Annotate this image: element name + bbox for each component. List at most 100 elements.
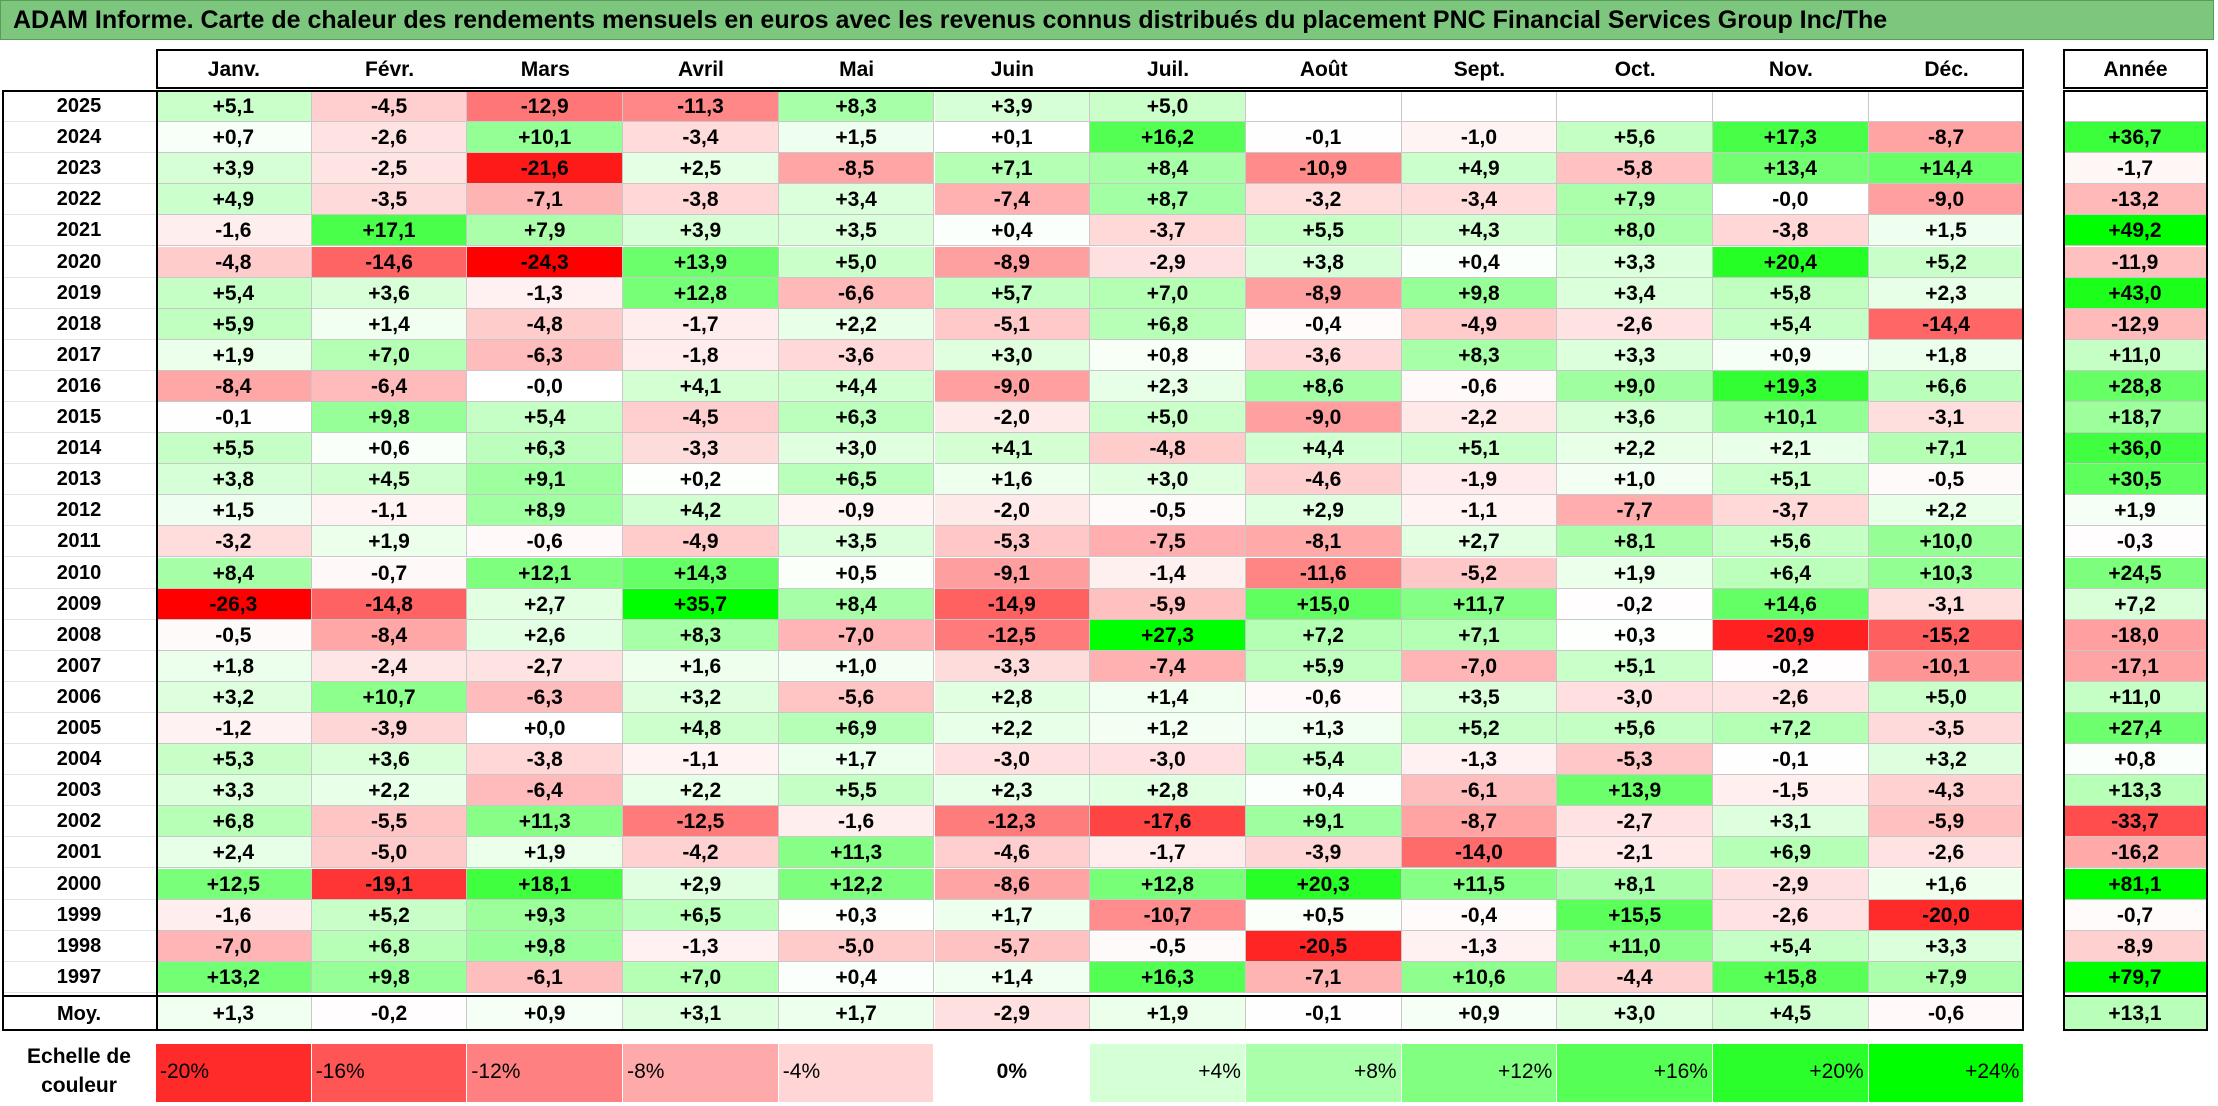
heatmap-cell: +6,5 [778,464,935,496]
heatmap-cell: +4,8 [623,713,779,745]
heatmap-cell: -1,0 [1401,122,1558,154]
heatmap-cell: -8,7 [1401,806,1558,838]
heatmap-cell: -24,3 [467,246,624,278]
year-label: 2015 [2,402,156,434]
color-scale-label: Echelle de couleur [2,1042,156,1100]
year-label: 1999 [2,900,156,931]
year-label: 2013 [2,464,156,496]
heatmap-cell: -1,1 [1401,495,1558,527]
year-label: 2001 [2,837,156,869]
heatmap-cell: +12,8 [1090,868,1246,900]
heatmap-cell [1868,91,2025,123]
year-label: 2025 [2,91,156,123]
heatmap-cell: -6,1 [467,961,624,993]
heatmap-cell: -5,3 [1557,744,1713,776]
year-label: 2010 [2,558,156,589]
heatmap-cell: +20,4 [1713,246,1869,278]
heatmap-cell: +10,6 [1401,961,1558,993]
average-cell: -0,2 [311,996,468,1031]
heatmap-cell: -8,5 [778,153,935,185]
heatmap-cell: +0,4 [1401,246,1558,278]
heatmap-cell: -4,9 [1401,308,1558,340]
heatmap-cell: -2,7 [467,650,624,682]
heatmap-cell: +3,4 [778,184,935,216]
annual-cell: +7,2 [2063,588,2208,620]
heatmap-cell: +1,3 [1245,713,1402,745]
heatmap-cell: +1,6 [623,650,779,682]
month-header: Juin [990,58,1034,81]
heatmap-cell: +2,5 [623,153,779,185]
heatmap-cell: -2,6 [311,122,468,154]
heatmap-cell: +3,0 [1090,464,1246,496]
heatmap-cell: -4,5 [311,91,468,123]
heatmap-cell: -10,7 [1090,899,1246,931]
heatmap-cell: +3,4 [1557,277,1713,309]
heatmap-cell: +3,9 [156,153,312,185]
heatmap-cell: -20,9 [1713,619,1869,651]
heatmap-cell: -7,5 [1090,526,1246,558]
heatmap-cell: +8,3 [623,619,779,651]
heatmap-cell: -0,7 [311,557,468,589]
heatmap-cell: +5,6 [1713,526,1869,558]
year-label: 2004 [2,744,156,776]
heatmap-cell: +5,4 [1245,744,1402,776]
heatmap-cell: -2,6 [1713,681,1869,713]
heatmap-cell: -1,6 [156,899,312,931]
heatmap-cell: -7,7 [1557,495,1713,527]
heatmap-cell: +5,1 [156,91,312,123]
heatmap-cell: +1,9 [1557,557,1713,589]
heatmap-cell: +0,5 [1245,899,1402,931]
heatmap-cell: +3,2 [1868,744,2025,776]
heatmap-cell: +6,9 [778,713,935,745]
heatmap-cell: +5,5 [778,775,935,807]
heatmap-cell: -2,0 [934,402,1091,434]
heatmap-cell: +8,1 [1557,526,1713,558]
heatmap-cell: +2,9 [623,868,779,900]
year-label: 2014 [2,433,156,465]
heatmap-cell: -2,6 [1713,899,1869,931]
heatmap-cell: +8,4 [1090,153,1246,185]
month-header: Févr. [365,58,415,81]
heatmap-cell: -14,8 [311,588,468,620]
heatmap-cell: -7,1 [1245,961,1402,993]
heatmap-cell: +6,6 [1868,370,2025,402]
heatmap-cell: -2,5 [311,153,468,185]
heatmap-cell: +3,9 [623,215,779,247]
heatmap-cell: -4,8 [156,246,312,278]
heatmap-cell: -3,9 [1245,837,1402,869]
heatmap-cell: +10,7 [311,681,468,713]
heatmap-cell: +8,3 [778,91,935,123]
heatmap-cell: -20,5 [1245,930,1402,962]
heatmap-cell: -3,8 [1713,215,1869,247]
heatmap-cell: -2,2 [1401,402,1558,434]
heatmap-cell: +8,6 [1245,370,1402,402]
year-label: 2019 [2,278,156,309]
color-scale-stop: +12% [1401,1044,1558,1102]
heatmap-cell: +7,9 [467,215,624,247]
heatmap-cell: +1,4 [1090,681,1246,713]
heatmap-cell: -4,9 [623,526,779,558]
heatmap-cell: +3,3 [156,775,312,807]
heatmap-cell: +0,1 [934,122,1091,154]
average-cell: +0,9 [467,996,624,1031]
heatmap-cell: +8,0 [1557,215,1713,247]
heatmap-cell: +3,5 [1401,681,1558,713]
color-scale-stop: -4% [778,1044,935,1102]
heatmap-cell: +3,3 [1868,930,2025,962]
heatmap-cell: -0,1 [1245,122,1402,154]
heatmap-cell: +16,2 [1090,122,1246,154]
annual-cell: +11,0 [2063,339,2208,371]
color-scale-stop: +4% [1090,1044,1246,1102]
heatmap-cell: +2,7 [467,588,624,620]
heatmap-cell: -2,6 [1868,837,2025,869]
heatmap-cell: -0,0 [467,370,624,402]
annual-cell [2063,91,2208,123]
heatmap-cell: +10,0 [1868,526,2025,558]
year-label: 2018 [2,309,156,340]
average-cell: -0,6 [1868,996,2025,1031]
year-label: 1998 [2,931,156,962]
heatmap-cell: -2,1 [1557,837,1713,869]
heatmap-cell: +11,3 [778,837,935,869]
heatmap-cell: -3,4 [623,122,779,154]
color-scale-stop: 0% [934,1044,1091,1102]
